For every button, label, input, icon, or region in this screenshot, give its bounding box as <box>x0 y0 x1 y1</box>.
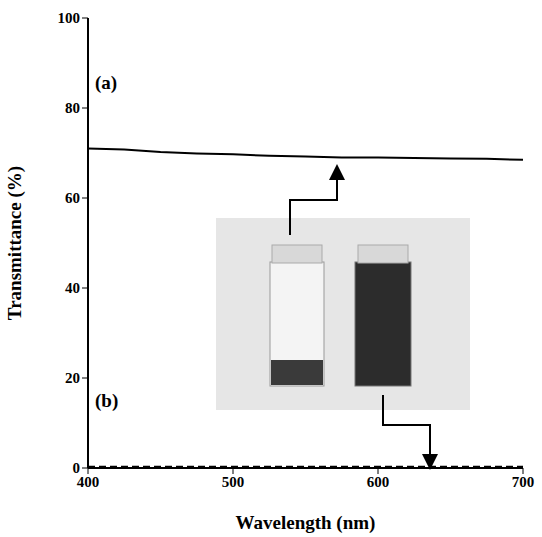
svg-text:700: 700 <box>512 474 535 490</box>
svg-text:40: 40 <box>65 280 80 296</box>
svg-text:100: 100 <box>58 10 81 26</box>
svg-text:Wavelength (nm): Wavelength (nm) <box>236 512 376 534</box>
svg-text:60: 60 <box>65 190 80 206</box>
svg-text:500: 500 <box>222 474 245 490</box>
svg-text:400: 400 <box>77 474 100 490</box>
svg-text:80: 80 <box>65 100 80 116</box>
svg-text:600: 600 <box>367 474 390 490</box>
svg-text:0: 0 <box>73 460 81 476</box>
html-text:(a): (a) <box>95 72 118 93</box>
svg-text:20: 20 <box>65 370 80 386</box>
html-text:(b): (b) <box>95 390 119 411</box>
svg-text:Transmittance (%): Transmittance (%) <box>4 166 26 320</box>
